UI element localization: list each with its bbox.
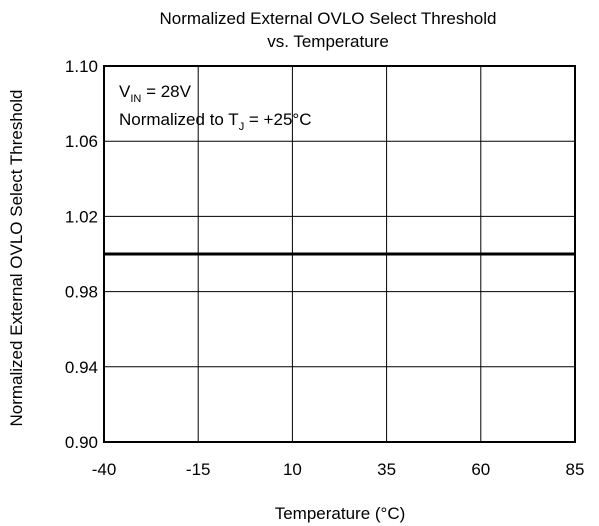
x-tick-label: -15 — [186, 460, 211, 479]
annotation-line1: VIN = 28V — [119, 82, 192, 105]
annotation-line2-prefix: Normalized to T — [119, 110, 239, 129]
chart-title-line1: Normalized External OVLO Select Threshol… — [159, 9, 496, 28]
annotation-line2-sub: J — [239, 121, 245, 133]
annotation-line1-suffix: = 28V — [141, 82, 191, 101]
x-tick-label: 35 — [377, 460, 396, 479]
x-tick-labels: -40 -15 10 35 60 85 — [92, 460, 585, 479]
x-tick-label: -40 — [92, 460, 117, 479]
y-tick-label: 1.10 — [65, 57, 98, 76]
y-tick-labels: 0.90 0.94 0.98 1.02 1.06 1.10 — [65, 57, 98, 452]
annotation-line2-suffix: = +25°C — [244, 110, 311, 129]
y-tick-label: 1.06 — [65, 132, 98, 151]
x-tick-label: 85 — [566, 460, 585, 479]
y-tick-label: 1.02 — [65, 207, 98, 226]
annotation-line1-sub: IN — [130, 93, 141, 105]
y-axis-label: Normalized External OVLO Select Threshol… — [7, 89, 26, 426]
y-tick-label: 0.98 — [65, 283, 98, 302]
chart-title-line2: vs. Temperature — [267, 32, 389, 51]
annotation-line2: Normalized to TJ = +25°C — [119, 110, 311, 133]
x-tick-label: 10 — [283, 460, 302, 479]
x-tick-label: 60 — [471, 460, 490, 479]
annotation-line1-prefix: V — [119, 82, 131, 101]
y-tick-label: 0.90 — [65, 433, 98, 452]
y-tick-label: 0.94 — [65, 358, 98, 377]
x-axis-label: Temperature (°C) — [275, 504, 406, 523]
grid — [104, 66, 575, 442]
